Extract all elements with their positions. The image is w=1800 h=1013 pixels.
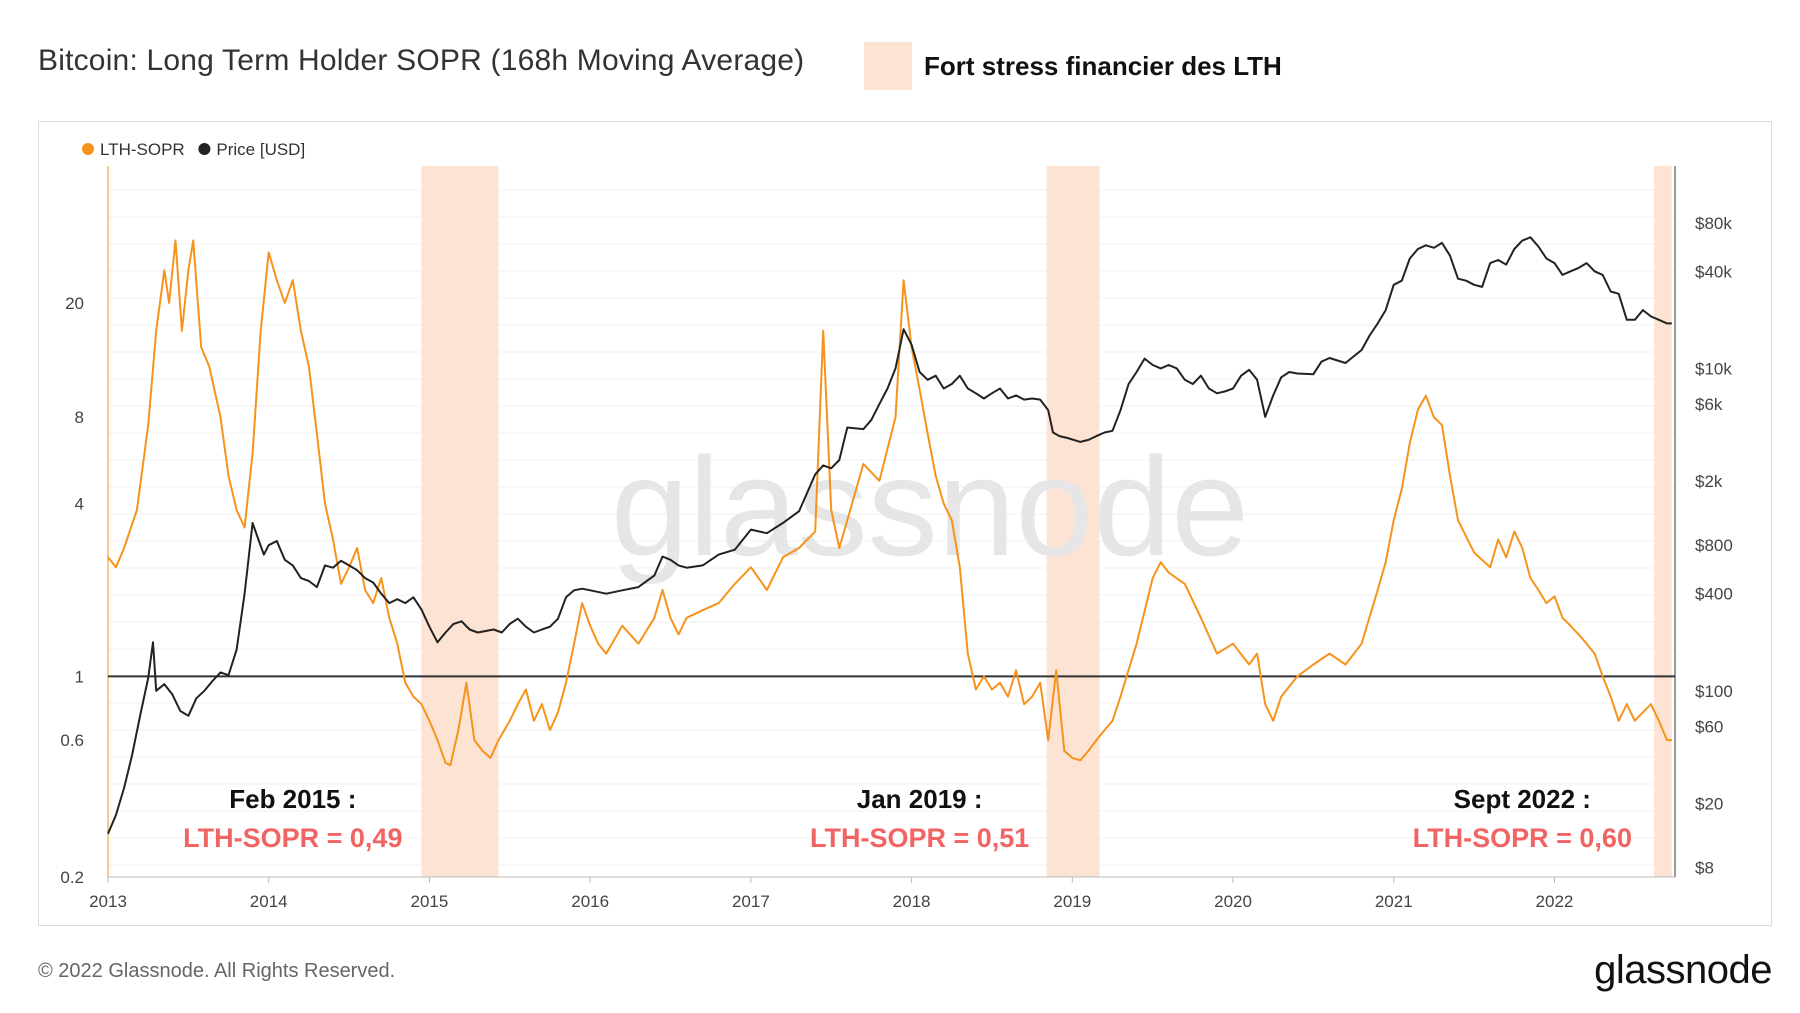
footer-logo: glassnode [1594, 948, 1772, 992]
x-tick-label: 2015 [411, 892, 449, 911]
y-right-tick-label: $100 [1695, 682, 1733, 701]
y-right-tick-label: $400 [1695, 585, 1733, 604]
x-tick-label: 2013 [89, 892, 127, 911]
stress-legend-label: Fort stress financier des LTH [924, 50, 1282, 81]
annotation-value: LTH-SOPR = 0,60 [1413, 823, 1632, 853]
y-right-tick-label: $20 [1695, 794, 1723, 813]
watermark-text: glassnode [611, 428, 1249, 585]
legend-label: Price [USD] [216, 140, 305, 159]
stress-band [421, 166, 499, 877]
y-right-tick-label: $60 [1695, 718, 1723, 737]
stress-legend-swatch [864, 42, 912, 90]
y-right-tick-label: $800 [1695, 536, 1733, 555]
sopr-line [107, 239, 1672, 767]
x-tick-label: 2017 [732, 892, 770, 911]
y-left-tick-label: 20 [65, 294, 84, 313]
stress-band [1654, 166, 1672, 877]
axes [107, 166, 1676, 883]
x-tick-label: 2019 [1053, 892, 1091, 911]
x-tick-label: 2020 [1214, 892, 1252, 911]
annotations: Feb 2015 : LTH-SOPR = 0,49 Jan 2019 : LTH-S… [183, 784, 1632, 853]
chart-frame [38, 121, 1772, 926]
y-right-tick-label: $80k [1695, 214, 1732, 233]
x-tick-label: 2016 [571, 892, 609, 911]
x-tick-label: 2022 [1536, 892, 1574, 911]
stress-legend: Fort stress financier des LTH [864, 42, 1282, 90]
y-right-tick-label: $10k [1695, 359, 1732, 378]
legend-dot [198, 143, 211, 155]
y-left-tick-label: 1 [75, 667, 84, 686]
x-tick-label: 2014 [250, 892, 288, 911]
y-left-tick-label: 4 [75, 495, 84, 514]
y-right-tick-label: $8 [1695, 859, 1714, 878]
y-right-tick-label: $6k [1695, 395, 1723, 414]
y-right-tick-label: $40k [1695, 262, 1732, 281]
legend: LTH-SOPR Price [USD] [82, 140, 305, 159]
legend-label: LTH-SOPR [100, 140, 185, 159]
y-left-tick-label: 0.6 [60, 731, 84, 750]
legend-dot [82, 143, 94, 155]
series-lines [107, 236, 1672, 835]
y-left-tick-label: 0.2 [60, 868, 84, 887]
footer-copyright: © 2022 Glassnode. All Rights Reserved. [38, 960, 396, 982]
annotation-title: Sept 2022 : [1454, 784, 1591, 814]
y-right-tick-label: $2k [1695, 472, 1723, 491]
y-left-tick-label: 8 [75, 408, 84, 427]
x-tick-label: 2018 [893, 892, 931, 911]
annotation-value: LTH-SOPR = 0,49 [183, 823, 402, 853]
chart-title: Bitcoin: Long Term Holder SOPR (168h Mov… [38, 44, 805, 77]
annotation-title: Jan 2019 : [857, 784, 983, 814]
x-tick-label: 2021 [1375, 892, 1413, 911]
price-line [107, 236, 1672, 835]
annotation-value: LTH-SOPR = 0,51 [810, 823, 1029, 853]
annotation-title: Feb 2015 : [229, 784, 356, 814]
tick-labels: 2013 2014 2015 2016 2017 2018 2019 2020 2021 2022… [60, 214, 1732, 911]
